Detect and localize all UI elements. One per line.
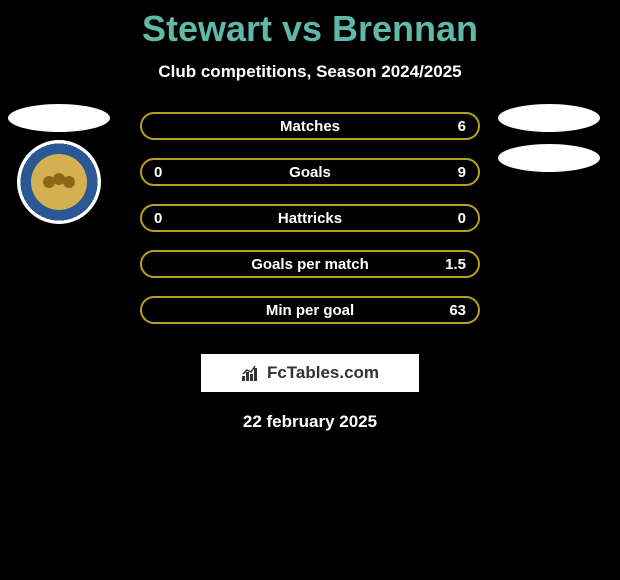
watermark: FcTables.com	[201, 354, 419, 392]
stat-left-value: 0	[154, 210, 184, 227]
stat-label: Hattricks	[278, 210, 342, 227]
watermark-text: FcTables.com	[267, 363, 379, 383]
subtitle: Club competitions, Season 2024/2025	[0, 62, 620, 82]
left-player-badges	[8, 104, 110, 224]
stat-right-value: 6	[436, 118, 466, 135]
stat-row: 0 Goals 9	[140, 158, 480, 186]
stat-row: Min per goal 63	[140, 296, 480, 324]
stat-right-value: 1.5	[436, 256, 466, 273]
stats-table: Matches 6 0 Goals 9 0 Hattricks 0 Goals …	[140, 112, 480, 324]
stat-label: Goals	[289, 164, 331, 181]
date: 22 february 2025	[0, 412, 620, 432]
lions-icon	[39, 167, 79, 197]
club-badge-left	[17, 140, 101, 224]
player-ellipse-left	[8, 104, 110, 132]
chart-icon	[241, 364, 261, 382]
stat-row: Goals per match 1.5	[140, 250, 480, 278]
player-ellipse-right-2	[498, 144, 600, 172]
stat-label: Matches	[280, 118, 340, 135]
stat-label: Min per goal	[266, 302, 354, 319]
stat-row: Matches 6	[140, 112, 480, 140]
page-title: Stewart vs Brennan	[0, 0, 620, 50]
right-player-badges	[498, 104, 600, 172]
stat-right-value: 63	[436, 302, 466, 319]
stat-label: Goals per match	[251, 256, 369, 273]
stat-left-value: 0	[154, 164, 184, 181]
stat-right-value: 9	[436, 164, 466, 181]
player-ellipse-right-1	[498, 104, 600, 132]
stat-right-value: 0	[436, 210, 466, 227]
stat-row: 0 Hattricks 0	[140, 204, 480, 232]
club-badge-inner	[31, 154, 87, 210]
main-container: Matches 6 0 Goals 9 0 Hattricks 0 Goals …	[0, 112, 620, 432]
